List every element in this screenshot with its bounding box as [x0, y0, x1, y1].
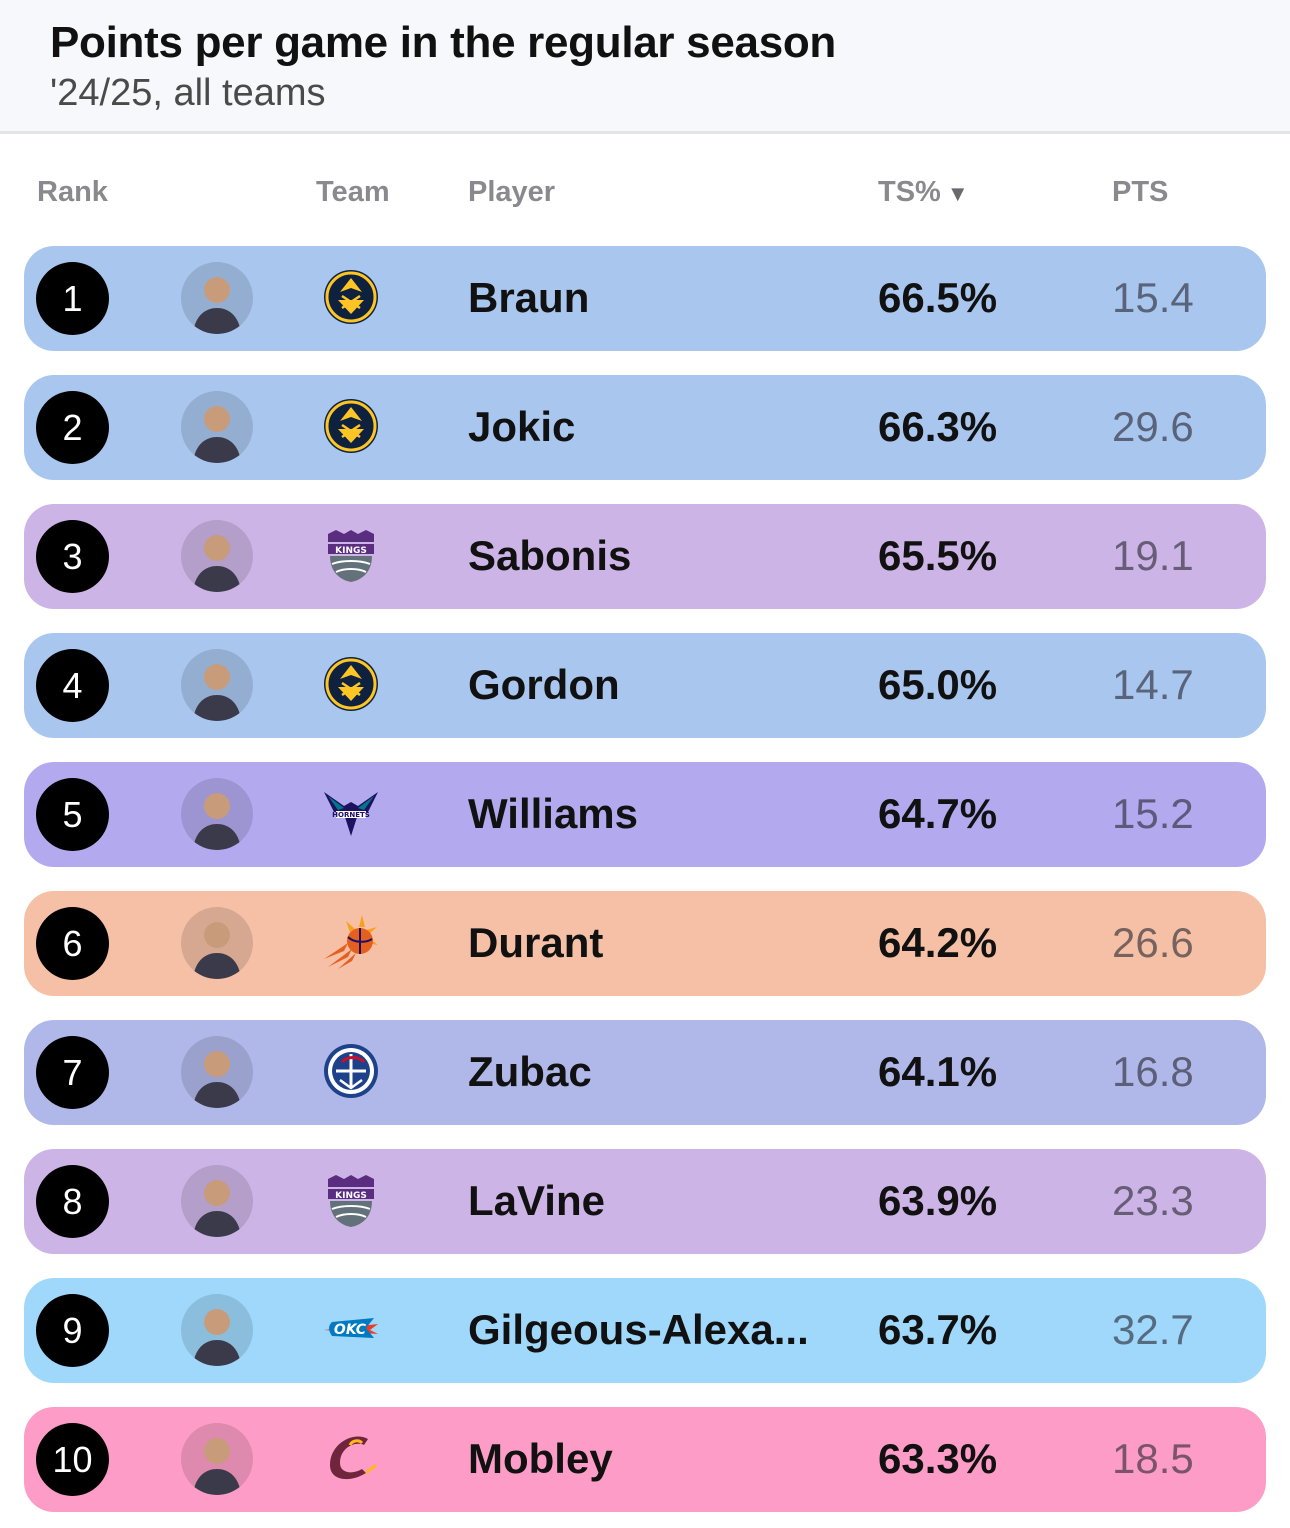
svg-text:KINGS: KINGS [335, 1191, 367, 1201]
player-row-10[interactable]: 10 Mobley 63.3% 18.5 [24, 1407, 1266, 1512]
clippers-logo-icon [322, 1042, 380, 1100]
header: Points per game in the regular season '2… [0, 0, 1290, 134]
pts-value: 19.1 [1112, 532, 1194, 579]
player-name: Sabonis [468, 532, 632, 579]
pts-value: 14.7 [1112, 661, 1194, 708]
ts-value: 64.7% [878, 790, 998, 837]
column-header-pts[interactable]: PTS [1112, 176, 1169, 208]
rank-badge: 3 [36, 520, 109, 593]
ts-value: 65.0% [878, 661, 998, 708]
column-header-player[interactable]: Player [468, 176, 556, 208]
nuggets-logo-icon [322, 268, 380, 326]
ts-value: 66.3% [878, 403, 998, 450]
pts-value: 23.3 [1112, 1177, 1194, 1224]
player-avatar [181, 1294, 253, 1366]
player-row-4[interactable]: 4 Gordon 65.0% 14.7 [24, 633, 1266, 738]
player-name: Durant [468, 919, 604, 966]
player-name: Gilgeous-Alexa... [468, 1306, 809, 1353]
column-header-ts[interactable]: TS% ▼ [878, 176, 969, 209]
ts-value: 63.9% [878, 1177, 998, 1224]
player-row-9[interactable]: 9 OKC Gilgeous-Alexa... 63.7% 32.7 [24, 1278, 1266, 1383]
player-avatar [181, 649, 253, 721]
suns-logo-icon [322, 913, 380, 971]
ts-value: 65.5% [878, 532, 998, 579]
kings-logo-icon: KINGS [322, 1171, 380, 1229]
nuggets-logo-icon [322, 655, 380, 713]
player-avatar [181, 262, 253, 334]
player-row-5[interactable]: 5 HORNETS Williams 64.7% 15.2 [24, 762, 1266, 867]
svg-text:KINGS: KINGS [335, 546, 367, 556]
player-row-2[interactable]: 2 Jokic 66.3% 29.6 [24, 375, 1266, 480]
rank-badge: 2 [36, 391, 109, 464]
pts-value: 16.8 [1112, 1048, 1194, 1095]
rank-badge: 9 [36, 1294, 109, 1367]
player-avatar [181, 520, 253, 592]
rank-badge: 1 [36, 262, 109, 335]
ts-value: 64.2% [878, 919, 998, 966]
player-name: LaVine [468, 1177, 605, 1224]
player-avatar [181, 1165, 253, 1237]
column-header-team[interactable]: Team [316, 176, 390, 208]
player-avatar [181, 391, 253, 463]
page-title: Points per game in the regular season [50, 18, 837, 67]
svg-text:OKC: OKC [334, 1322, 367, 1338]
rank-badge: 7 [36, 1036, 109, 1109]
column-header-rank[interactable]: Rank [37, 176, 108, 208]
rank-badge: 4 [36, 649, 109, 722]
player-row-8[interactable]: 8 KINGS LaVine 63.9% 23.3 [24, 1149, 1266, 1254]
ts-value: 63.7% [878, 1306, 998, 1353]
kings-logo-icon: KINGS [322, 526, 380, 584]
player-name: Gordon [468, 661, 620, 708]
pts-value: 29.6 [1112, 403, 1194, 450]
player-name: Zubac [468, 1048, 592, 1095]
pts-value: 15.4 [1112, 274, 1194, 321]
pts-value: 18.5 [1112, 1435, 1194, 1482]
player-avatar [181, 907, 253, 979]
column-header-ts-label: TS% [878, 176, 941, 208]
svg-text:HORNETS: HORNETS [332, 811, 370, 819]
player-name: Jokic [468, 403, 576, 450]
player-row-3[interactable]: 3 KINGS Sabonis 65.5% 19.1 [24, 504, 1266, 609]
pts-value: 15.2 [1112, 790, 1194, 837]
rank-badge: 6 [36, 907, 109, 980]
player-row-1[interactable]: 1 Braun 66.5% 15.4 [24, 246, 1266, 351]
player-avatar [181, 778, 253, 850]
pts-value: 32.7 [1112, 1306, 1194, 1353]
pts-value: 26.6 [1112, 919, 1194, 966]
player-row-6[interactable]: 6 Durant 64.2% 26.6 [24, 891, 1266, 996]
player-avatar [181, 1423, 253, 1495]
cavaliers-logo-icon [322, 1429, 380, 1487]
player-name: Mobley [468, 1435, 613, 1482]
ts-value: 66.5% [878, 274, 998, 321]
player-row-7[interactable]: 7 Zubac 64.1% 16.8 [24, 1020, 1266, 1125]
page-subtitle: '24/25, all teams [50, 72, 326, 114]
thunder-logo-icon: OKC [322, 1300, 380, 1358]
rank-badge: 10 [36, 1423, 109, 1496]
sort-descending-icon: ▼ [946, 181, 969, 206]
player-name: Williams [468, 790, 639, 837]
hornets-logo-icon: HORNETS [322, 784, 380, 842]
ts-value: 64.1% [878, 1048, 998, 1095]
rank-badge: 5 [36, 778, 109, 851]
rank-badge: 8 [36, 1165, 109, 1238]
ts-value: 63.3% [878, 1435, 998, 1482]
ranking-list: 1 Braun 66.5% 15.4 2 Jokic 66.3% 29.6 3 KINGS Sabo… [24, 246, 1266, 1528]
player-avatar [181, 1036, 253, 1108]
nuggets-logo-icon [322, 397, 380, 455]
player-name: Braun [468, 274, 590, 321]
